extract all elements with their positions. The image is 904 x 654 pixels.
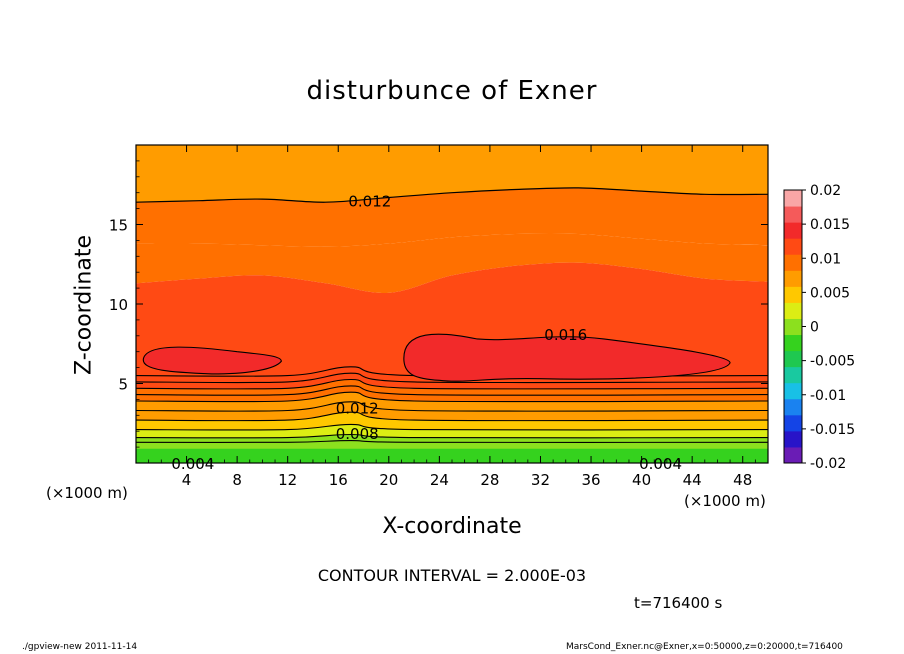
contour-label-3: 0.008 xyxy=(336,425,379,443)
contour-low-3 xyxy=(136,423,768,431)
x-tick-label: 8 xyxy=(232,471,242,489)
colorbar-segment xyxy=(784,414,802,432)
contour-label-5: 0.004 xyxy=(639,455,682,473)
footer-right: MarsCond_Exner.nc@Exner,x=0:50000,z=0:20… xyxy=(566,642,843,652)
contour-low-5 xyxy=(136,401,768,412)
colorbar-segment xyxy=(784,382,802,400)
contour-low-7 xyxy=(136,385,768,396)
x-unit-label-right: (×1000 m) xyxy=(684,492,766,510)
band-low-0 xyxy=(136,448,768,463)
contour-label-2: 0.012 xyxy=(336,399,379,417)
x-tick-label: 12 xyxy=(278,471,297,489)
time-label: t=716400 s xyxy=(634,594,723,612)
x-tick-label: 24 xyxy=(430,471,449,489)
colorbar-segment xyxy=(784,286,802,303)
x-unit-label-left: (×1000 m) xyxy=(46,484,128,502)
colorbar-label: 0 xyxy=(810,320,819,336)
y-tick-label: 15 xyxy=(109,217,128,235)
chart-title: disturbunce of Exner xyxy=(306,76,598,106)
contour-low-1 xyxy=(136,440,768,443)
colorbar-segment xyxy=(784,334,802,352)
x-tick-label: 40 xyxy=(632,471,651,489)
contour-012-upper xyxy=(136,187,768,203)
x-tick-label: 44 xyxy=(683,471,702,489)
x-axis: 4 8 12 16 20 24 28 32 36 40 44 48 xyxy=(148,145,756,489)
contour-low-6 xyxy=(136,391,768,403)
x-tick-label: 16 xyxy=(329,471,348,489)
colorbar-segment xyxy=(784,302,802,319)
contour-low-8 xyxy=(136,378,768,390)
colorbar-label: 0.01 xyxy=(810,251,841,267)
contour-low-9 xyxy=(136,372,768,384)
contour-labels: 0.012 0.016 0.012 0.008 0.004 0.004 xyxy=(171,193,682,473)
colorbar-segment xyxy=(784,350,802,368)
colorbar-segment xyxy=(784,206,802,223)
contour-label-0: 0.012 xyxy=(348,193,391,211)
x-tick-label: 48 xyxy=(733,471,752,489)
colorbar-segment xyxy=(784,318,802,336)
colorbar-label: -0.01 xyxy=(810,388,846,404)
colorbar-segment xyxy=(784,430,802,448)
colorbar-segment xyxy=(784,238,802,255)
x-tick-label: 28 xyxy=(480,471,499,489)
colorbar-segment xyxy=(784,222,802,239)
colorbar-segment xyxy=(784,254,802,271)
footer-left: ./gpview-new 2011-11-14 xyxy=(22,642,138,652)
contour-interval-label: CONTOUR INTERVAL = 2.000E-03 xyxy=(317,566,587,585)
contour-label-1: 0.016 xyxy=(544,326,587,344)
colorbar-label: 0.005 xyxy=(810,285,850,301)
max-cell-left xyxy=(142,346,282,375)
x-axis-label: X-coordinate xyxy=(382,514,522,539)
band-upper-0 xyxy=(136,145,768,203)
colorbar-label: -0.015 xyxy=(810,422,855,438)
x-tick-label: 4 xyxy=(182,471,192,489)
contour-label-4: 0.004 xyxy=(171,455,214,473)
colorbar: 0.02 0.015 0.01 0.005 0 -0.005 -0.01 -0.015 -0.0… xyxy=(783,183,855,472)
contour-low-4 xyxy=(136,411,768,422)
x-tick-label: 32 xyxy=(531,471,550,489)
colorbar-label: -0.02 xyxy=(810,456,846,472)
band-upper-2 xyxy=(136,233,768,294)
colorbar-label: 0.02 xyxy=(810,183,841,199)
colorbar-segment xyxy=(784,398,802,416)
y-tick-label: 5 xyxy=(118,376,128,394)
x-tick-label: 36 xyxy=(581,471,600,489)
colorbar-label: -0.005 xyxy=(810,354,855,370)
contour-low-2 xyxy=(136,433,768,439)
colorbar-segment xyxy=(784,270,802,287)
colorbar-label: 0.015 xyxy=(810,217,850,233)
x-tick-label: 20 xyxy=(379,471,398,489)
colorbar-segment xyxy=(784,446,802,464)
max-cell-right xyxy=(403,333,731,382)
y-axis: 5 10 15 xyxy=(109,160,768,448)
y-tick-label: 10 xyxy=(109,296,128,314)
contour-lines xyxy=(136,187,768,443)
colorbar-segment xyxy=(784,190,802,207)
band-upper-1 xyxy=(136,187,768,247)
colorbar-segment xyxy=(784,366,802,384)
